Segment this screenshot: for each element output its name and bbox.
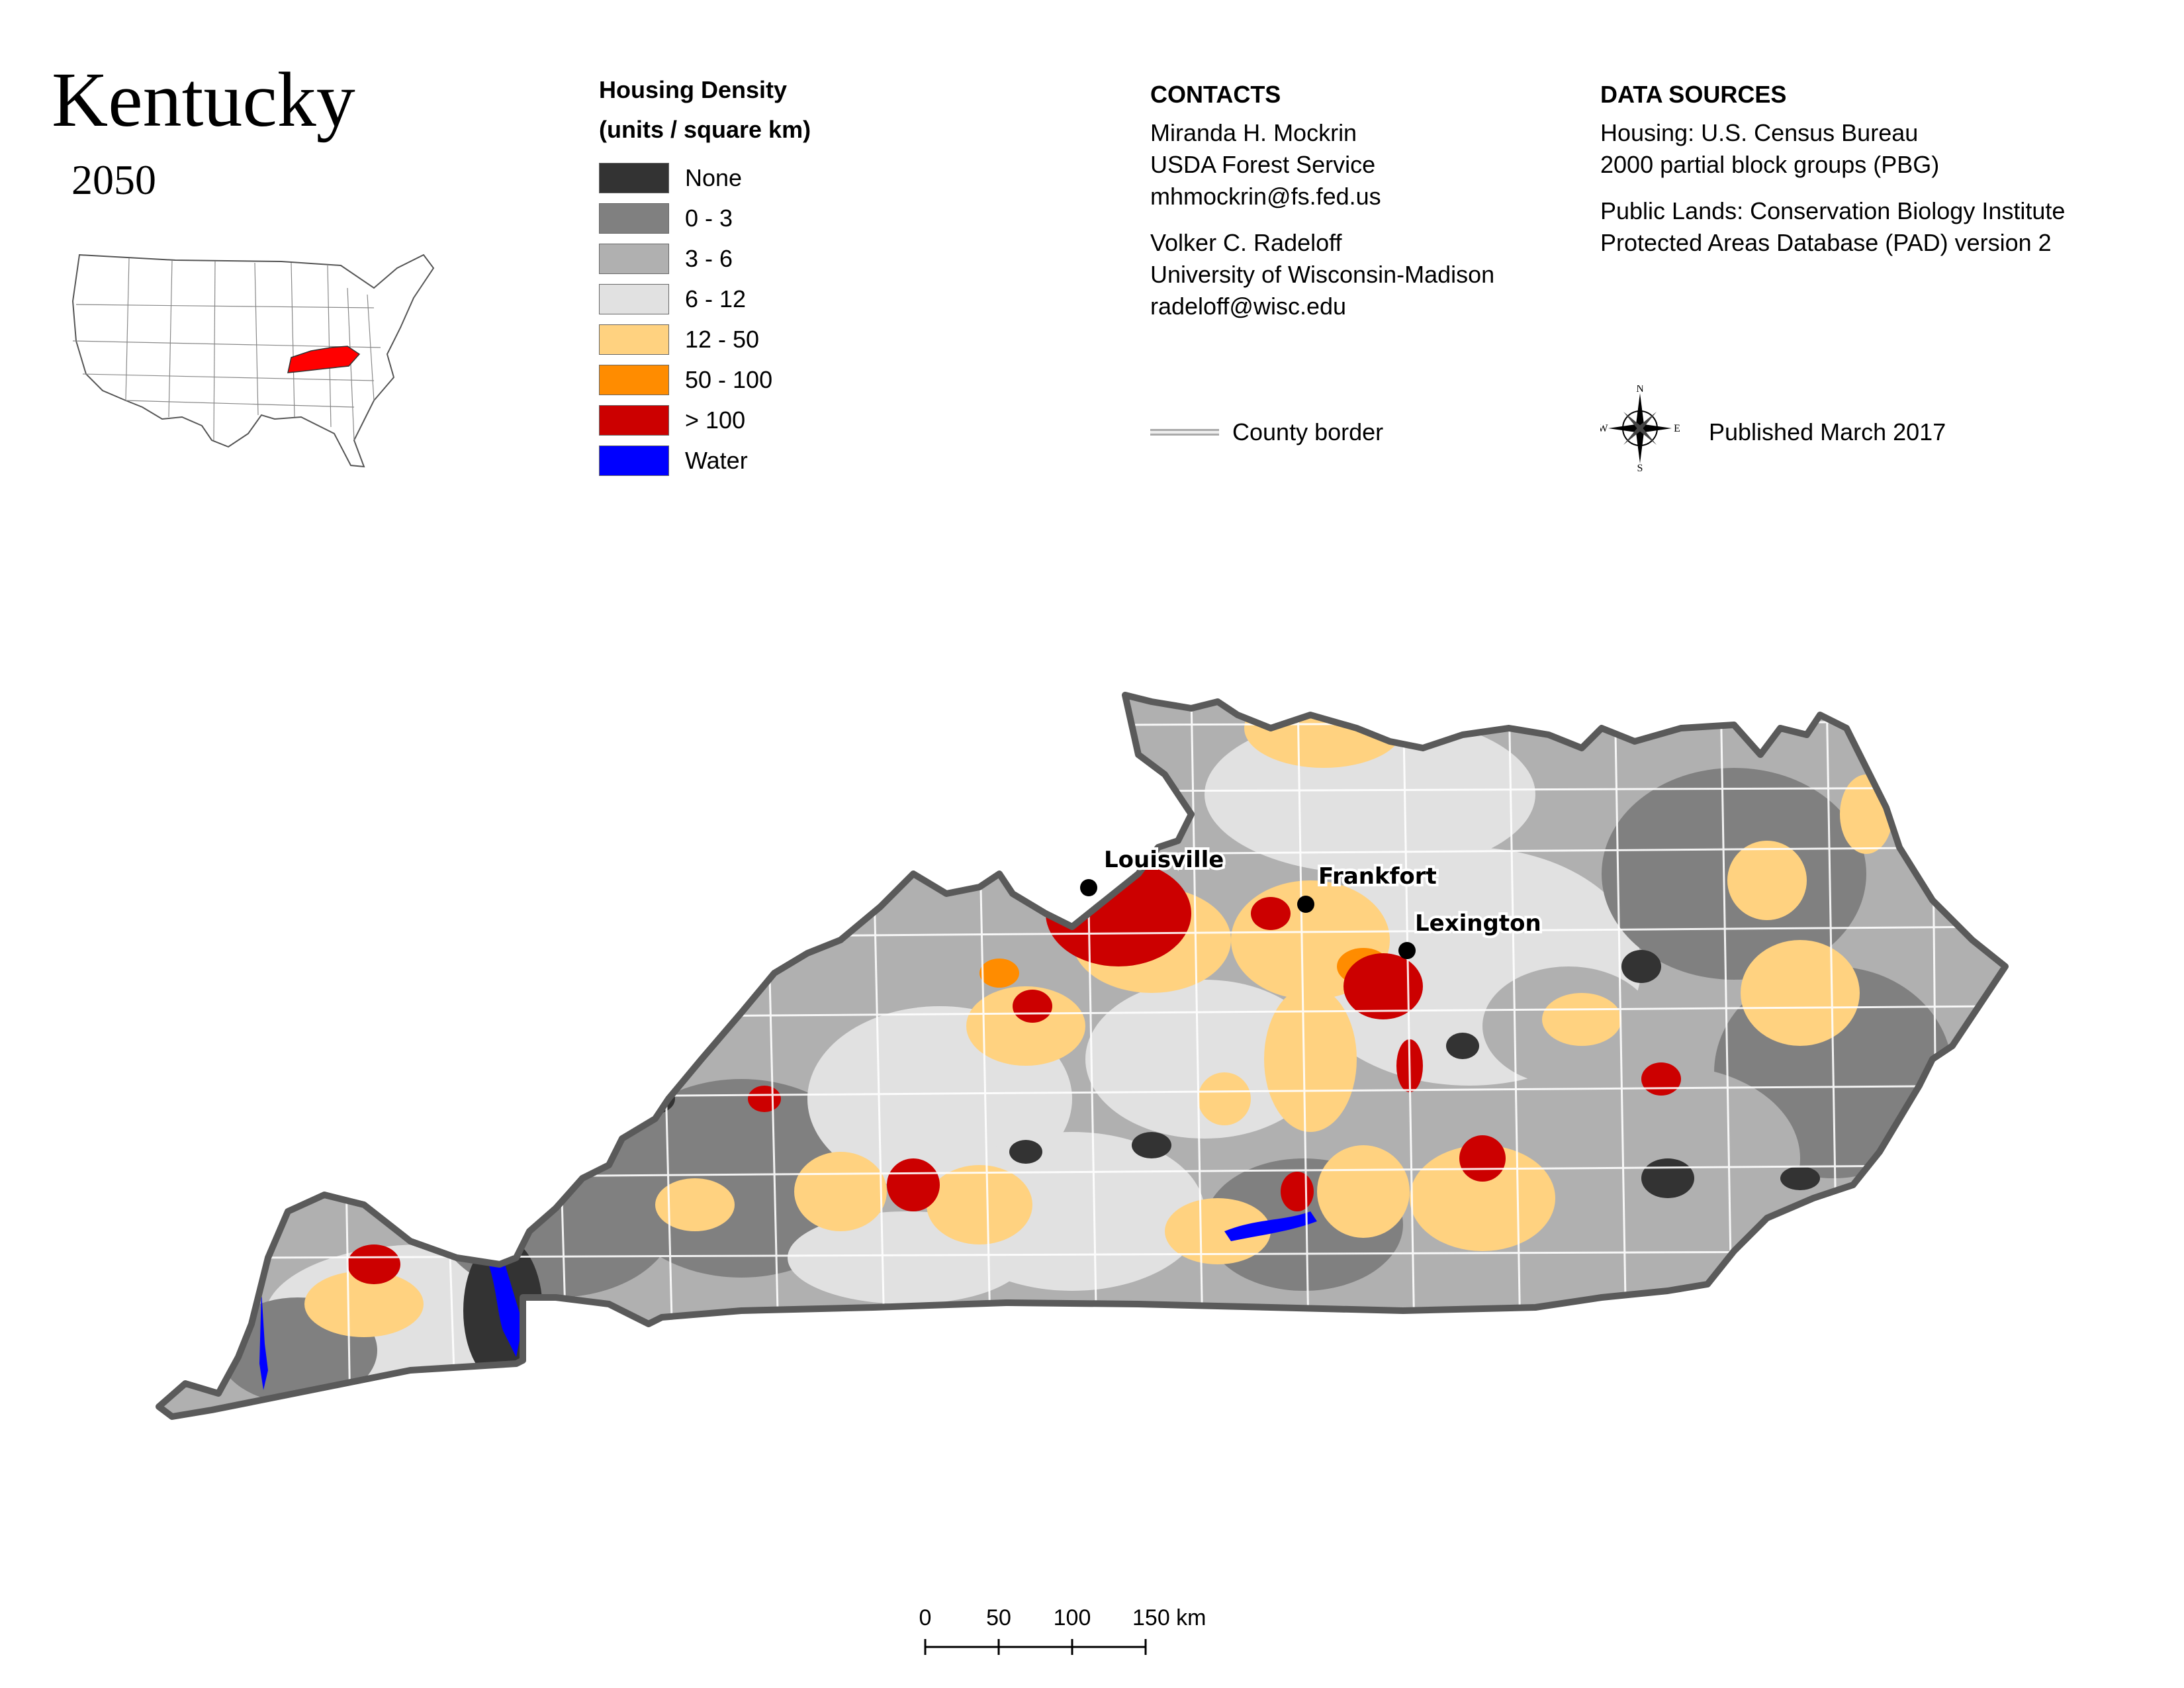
legend-units: (units / square km) (599, 116, 811, 143)
legend-entries: None 0 - 3 3 - 6 6 - 12 12 - 50 50 - 100 > 100… (599, 158, 970, 481)
legend-label: 0 - 3 (685, 204, 733, 232)
density-patches (159, 695, 2005, 1417)
legend-label: 3 - 6 (685, 244, 733, 272)
kentucky-housing-density-map: Louisville Frankfort Lexington (146, 596, 2019, 1450)
legend-entry: > 100 (599, 400, 970, 440)
published-date: Published March 2017 (1709, 418, 1946, 445)
lands-source-line2: Protected Areas Database (PAD) version 2 (1600, 229, 2052, 256)
legend-swatch (599, 283, 669, 314)
contact-1-email: mhmockrin@fs.fed.us (1150, 183, 1381, 210)
map-year: 2050 (71, 156, 156, 203)
legend-entry: 12 - 50 (599, 319, 970, 359)
contact-2-name: Volker C. Radeloff (1150, 229, 1342, 256)
data-sources-heading: DATA SOURCES (1600, 81, 1787, 108)
legend-entry: 3 - 6 (599, 238, 970, 279)
legend-title: Housing Density (599, 76, 788, 103)
data-sources-block: DATA SOURCES Housing: U.S. Census Bureau… (1600, 83, 2184, 259)
contact-2-email: radeloff@wisc.edu (1150, 293, 1347, 320)
scale-label-0: 0 (919, 1605, 932, 1630)
legend-entry: 50 - 100 (599, 359, 970, 400)
city-label-louisville: Louisville (1104, 847, 1224, 873)
compass-rose-icon: N S W E (1600, 385, 1680, 471)
us-state-lines (72, 258, 381, 441)
city-label-frankfort: Frankfort (1318, 863, 1437, 890)
city-point-frankfort (1297, 896, 1314, 913)
city-point-louisville (1080, 879, 1097, 896)
lake-cumberland (1224, 1211, 1317, 1241)
legend-label: None (685, 164, 743, 191)
legend-entry: 6 - 12 (599, 279, 970, 319)
kentucky-lake (483, 1251, 523, 1357)
compass-s: S (1637, 463, 1643, 471)
city-point-lexington (1398, 942, 1416, 959)
scale-label-150-km: 150 km (1132, 1605, 1206, 1630)
legend-entry: Water (599, 440, 970, 481)
legend-entry: 0 - 3 (599, 198, 970, 238)
legend-swatch (599, 364, 669, 395)
housing-source-line2: 2000 partial block groups (PBG) (1600, 151, 1940, 178)
legend: Housing Density (units / square km) None… (599, 78, 970, 481)
county-border-label: County border (1232, 418, 1384, 445)
legend-label: Water (685, 446, 748, 474)
county-border-legend: County border (1150, 418, 1383, 446)
scale-label-50: 50 (986, 1605, 1011, 1630)
city-markers: Louisville Frankfort Lexington (1080, 844, 1544, 959)
compass-w: W (1600, 423, 1608, 434)
legend-swatch (599, 324, 669, 355)
contacts-block: CONTACTS Miranda H. Mockrin USDA Forest … (1150, 83, 1547, 322)
legend-label: 50 - 100 (685, 365, 773, 393)
contact-1-org: USDA Forest Service (1150, 151, 1376, 178)
scale-label-100: 100 (1054, 1605, 1091, 1630)
scale-bar: 0 50 100 150 km (919, 1605, 1206, 1655)
us-locator-inset (71, 254, 435, 468)
legend-label: > 100 (685, 406, 746, 434)
housing-source-line1: Housing: U.S. Census Bureau (1600, 119, 1919, 146)
legend-swatch (599, 162, 669, 193)
legend-swatch (599, 203, 669, 234)
contact-2-org: University of Wisconsin-Madison (1150, 261, 1495, 288)
lands-source-line1: Public Lands: Conservation Biology Insti… (1600, 197, 2066, 224)
legend-label: 12 - 50 (685, 325, 760, 353)
compass-e: E (1674, 423, 1680, 434)
county-border-swatch (1150, 429, 1219, 436)
legend-swatch (599, 445, 669, 476)
legend-swatch (599, 404, 669, 436)
city-label-lexington: Lexington (1415, 910, 1541, 937)
compass-n: N (1636, 385, 1644, 395)
legend-entry: None (599, 158, 970, 198)
contact-1-name: Miranda H. Mockrin (1150, 119, 1357, 146)
legend-swatch (599, 243, 669, 274)
contacts-heading: CONTACTS (1150, 81, 1281, 108)
map-title: Kentucky (52, 56, 355, 143)
kentucky-highlight (287, 346, 361, 373)
mississippi-edge (259, 1291, 268, 1390)
legend-label: 6 - 12 (685, 285, 747, 312)
